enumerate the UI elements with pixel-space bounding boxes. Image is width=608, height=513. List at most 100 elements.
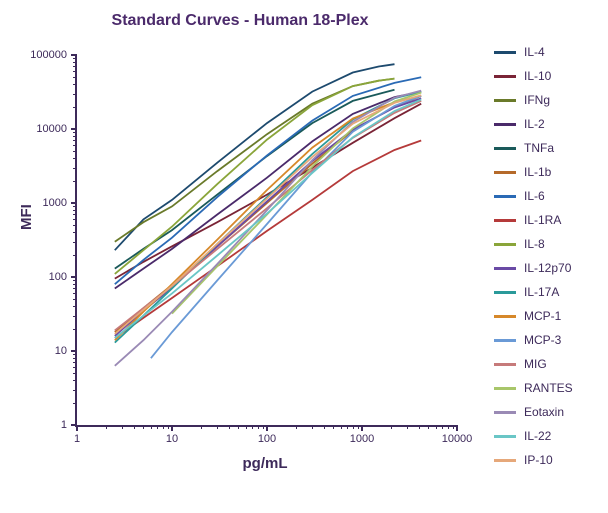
y-minor-tick — [73, 284, 77, 285]
x-minor-tick — [312, 425, 313, 429]
x-tick-label: 1 — [52, 433, 102, 445]
x-minor-tick — [122, 425, 123, 429]
x-minor-tick — [134, 425, 135, 429]
y-minor-tick — [73, 232, 77, 233]
y-minor-tick — [73, 140, 77, 141]
y-tick-label: 100000 — [7, 49, 67, 61]
legend-swatch — [494, 387, 516, 390]
legend-label: MCP-3 — [524, 333, 561, 347]
y-minor-tick — [73, 84, 77, 85]
legend-label: IL-17A — [524, 285, 559, 299]
y-minor-tick — [73, 373, 77, 374]
legend-item: IL-4 — [494, 44, 594, 60]
x-tick — [76, 425, 78, 431]
legend-item: MCP-3 — [494, 332, 594, 348]
y-minor-tick — [73, 242, 77, 243]
y-minor-tick — [73, 136, 77, 137]
x-minor-tick — [419, 425, 420, 429]
chart-title: Standard Curves - Human 18-Plex — [0, 12, 480, 30]
legend-label: MCP-1 — [524, 309, 561, 323]
y-minor-tick — [73, 306, 77, 307]
legend-swatch — [494, 435, 516, 438]
legend-label: RANTES — [524, 381, 573, 395]
legend-item: IL-22 — [494, 428, 594, 444]
x-minor-tick — [347, 425, 348, 429]
x-minor-tick — [353, 425, 354, 429]
curve-il-10 — [115, 104, 421, 279]
legend-label: TNFa — [524, 141, 554, 155]
y-minor-tick — [73, 58, 77, 59]
legend-item: IL-12p70 — [494, 260, 594, 276]
y-minor-tick — [73, 367, 77, 368]
y-minor-tick — [73, 181, 77, 182]
legend-item: IP-10 — [494, 452, 594, 468]
y-tick — [71, 202, 77, 204]
x-minor-tick — [246, 425, 247, 429]
legend-swatch — [494, 339, 516, 342]
x-minor-tick — [151, 425, 152, 429]
plot-area: 110100100010000100000110100100010000 — [75, 55, 457, 427]
legend-item: MIG — [494, 356, 594, 372]
x-minor-tick — [428, 425, 429, 429]
y-minor-tick — [73, 255, 77, 256]
y-minor-tick — [73, 362, 77, 363]
legend-label: IL-6 — [524, 189, 545, 203]
x-minor-tick — [229, 425, 230, 429]
x-minor-tick — [163, 425, 164, 429]
x-tick-label: 1000 — [337, 433, 387, 445]
y-minor-tick — [73, 77, 77, 78]
y-minor-tick — [73, 299, 77, 300]
y-minor-tick — [73, 71, 77, 72]
y-minor-tick — [73, 210, 77, 211]
y-minor-tick — [73, 358, 77, 359]
y-minor-tick — [73, 316, 77, 317]
x-tick-label: 100 — [242, 433, 292, 445]
y-minor-tick — [73, 151, 77, 152]
legend-swatch — [494, 171, 516, 174]
y-minor-tick — [73, 145, 77, 146]
legend-item: IL-1b — [494, 164, 594, 180]
legend-swatch — [494, 411, 516, 414]
y-minor-tick — [73, 354, 77, 355]
legend-swatch — [494, 315, 516, 318]
legend-label: IL-8 — [524, 237, 545, 251]
legend-swatch — [494, 243, 516, 246]
y-minor-tick — [73, 206, 77, 207]
x-tick-label: 10000 — [432, 433, 482, 445]
x-minor-tick — [106, 425, 107, 429]
x-minor-tick — [407, 425, 408, 429]
legend-swatch — [494, 75, 516, 78]
legend-swatch — [494, 99, 516, 102]
x-tick — [456, 425, 458, 431]
legend-item: IL-10 — [494, 68, 594, 84]
y-tick — [71, 350, 77, 352]
legend-item: Eotaxin — [494, 404, 594, 420]
x-minor-tick — [296, 425, 297, 429]
legend-item: IL-6 — [494, 188, 594, 204]
y-minor-tick — [73, 225, 77, 226]
curve-il-22 — [115, 100, 421, 338]
legend-swatch — [494, 219, 516, 222]
legend-swatch — [494, 147, 516, 150]
chart-container: Standard Curves - Human 18-Plex MFI pg/m… — [0, 0, 608, 513]
x-minor-tick — [453, 425, 454, 429]
y-minor-tick — [73, 94, 77, 95]
y-minor-tick — [73, 403, 77, 404]
legend-swatch — [494, 123, 516, 126]
legend-swatch — [494, 459, 516, 462]
y-minor-tick — [73, 132, 77, 133]
legend-swatch — [494, 195, 516, 198]
legend-item: IL-1RA — [494, 212, 594, 228]
legend-item: IFNg — [494, 92, 594, 108]
legend-swatch — [494, 363, 516, 366]
x-minor-tick — [157, 425, 158, 429]
x-minor-tick — [252, 425, 253, 429]
legend-swatch — [494, 291, 516, 294]
x-minor-tick — [436, 425, 437, 429]
y-tick-label: 10 — [7, 345, 67, 357]
y-tick-label: 100 — [7, 271, 67, 283]
curve-tnfa — [115, 90, 395, 269]
y-minor-tick — [73, 66, 77, 67]
legend-label: IL-1RA — [524, 213, 561, 227]
y-tick-label: 1000 — [7, 197, 67, 209]
